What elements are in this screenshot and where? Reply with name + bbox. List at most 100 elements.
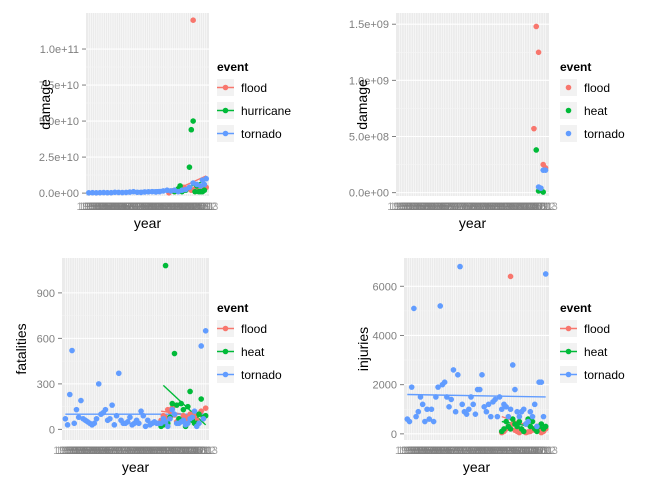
legend-point-tornado <box>222 130 229 137</box>
x-tick-label: 1955 <box>64 445 88 457</box>
x-tick-label: 1975 <box>123 201 147 213</box>
x-tick-label: 1974 <box>121 201 145 213</box>
x-tick-label: 1981 <box>459 201 483 213</box>
x-tick-label: 2009 <box>187 201 211 213</box>
x-tick-label: 2009 <box>185 445 209 457</box>
x-tick-label: 2008 <box>182 445 206 457</box>
data-point-tornado <box>459 401 466 408</box>
y-tick-label: 1.0e+09 <box>349 75 389 87</box>
x-tick-label: 2013 <box>193 445 217 457</box>
x-tick-label: 1992 <box>487 445 511 457</box>
x-tick-label: 1953 <box>82 201 106 213</box>
x-tick-label: 1951 <box>390 201 414 213</box>
x-tick-label: 2000 <box>503 201 527 213</box>
x-tick-label: 1964 <box>426 445 450 457</box>
x-tick-label: 1955 <box>399 201 423 213</box>
data-point-tornado <box>138 408 144 414</box>
x-tick-label: 1989 <box>149 201 173 213</box>
legend: event flood heat tornado <box>560 60 625 142</box>
data-point-tornado <box>167 415 173 422</box>
x-tick-label: 2011 <box>189 445 213 457</box>
x-tick-label: 1970 <box>114 201 138 213</box>
x-tick-label: 1999 <box>168 201 192 213</box>
x-tick-label: 1999 <box>503 445 527 457</box>
x-tick-label: 1999 <box>501 201 525 213</box>
y-axis-title: damage <box>37 79 53 130</box>
data-point-flood <box>202 405 209 411</box>
data-point-tornado <box>483 408 490 415</box>
data-point-heat <box>178 400 184 407</box>
legend-title: event <box>217 301 248 315</box>
x-tick-label: 1977 <box>127 201 151 213</box>
x-tick-label: 1959 <box>408 201 432 213</box>
x-tick-label: 1996 <box>496 445 520 457</box>
x-tick-label: 1964 <box>103 201 127 213</box>
x-tick-label: 1960 <box>417 445 441 457</box>
x-tick-label: 1995 <box>153 445 177 457</box>
x-tick-label: 2008 <box>522 445 546 457</box>
data-point-heat <box>542 423 549 430</box>
x-tick-label: 2003 <box>510 201 534 213</box>
x-tick-label: 1996 <box>156 445 180 457</box>
x-tick-label: 1984 <box>129 445 153 457</box>
x-tick-label: 1956 <box>401 201 425 213</box>
data-point-tornado <box>189 414 196 421</box>
x-tick-label: 1973 <box>104 445 128 457</box>
x-axis-title: year <box>459 215 487 231</box>
data-point-hurricane <box>201 187 208 194</box>
x-tick-label: 1988 <box>138 445 162 457</box>
data-point-tornado <box>198 343 205 349</box>
legend-label-heat: heat <box>584 345 608 359</box>
x-tick-label: 1975 <box>109 445 133 457</box>
data-point-tornado <box>485 401 492 408</box>
x-tick-label: 1986 <box>474 445 498 457</box>
x-tick-label: 2010 <box>187 445 211 457</box>
x-tick-label: 1998 <box>166 201 190 213</box>
x-tick-label: 1988 <box>475 201 499 213</box>
data-point-tornado <box>66 391 73 398</box>
x-tick-label: 1960 <box>410 201 434 213</box>
x-tick-label: 1998 <box>499 201 523 213</box>
x-axis-title: year <box>134 215 162 231</box>
x-tick-label: 1968 <box>435 445 459 457</box>
x-tick-label: 1974 <box>107 445 131 457</box>
x-tick-label: 1995 <box>494 445 518 457</box>
x-tick-label: 1999 <box>162 445 186 457</box>
x-tick-label: 1964 <box>84 445 108 457</box>
legend-point-heat <box>565 107 572 114</box>
data-point-tornado <box>413 413 419 420</box>
data-point-tornado <box>542 167 549 173</box>
x-tick-label: 2003 <box>171 445 195 457</box>
data-point-heat <box>185 403 191 410</box>
x-tick-label: 1952 <box>58 445 82 457</box>
x-tick-label: 1985 <box>468 201 492 213</box>
data-point-tornado <box>527 408 534 415</box>
data-point-tornado <box>164 423 171 430</box>
legend-point-tornado <box>565 130 572 137</box>
x-tick-label: 1952 <box>399 445 423 457</box>
x-tick-label: 2002 <box>509 445 533 457</box>
x-tick-label: 1996 <box>494 201 518 213</box>
x-tick-labels: 1950195119521953195419551956195719581959… <box>395 445 558 457</box>
data-point-tornado <box>538 379 545 386</box>
x-tick-label: 1950 <box>77 201 101 213</box>
y-tick-label: 5.0e+08 <box>349 131 389 143</box>
data-point-heat <box>169 400 176 407</box>
x-tick-label: 1957 <box>403 201 427 213</box>
x-tick-label: 1995 <box>160 201 184 213</box>
x-tick-label: 1997 <box>496 201 520 213</box>
data-point-heat <box>529 418 536 425</box>
x-tick-label: 2004 <box>512 201 536 213</box>
data-point-heat <box>501 426 507 432</box>
x-tick-label: 1954 <box>62 445 86 457</box>
legend-label-tornado: tornado <box>241 127 282 141</box>
x-tick-label: 1967 <box>108 201 132 213</box>
data-point-tornado <box>71 420 78 427</box>
x-tick-label: 1992 <box>485 201 509 213</box>
x-tick-label: 2012 <box>192 201 216 213</box>
x-tick-label: 1958 <box>413 445 437 457</box>
x-tick-label: 2000 <box>170 201 194 213</box>
x-tick-label: 1963 <box>82 445 106 457</box>
legend-point-heat <box>222 348 229 355</box>
data-point-tornado <box>136 420 142 427</box>
